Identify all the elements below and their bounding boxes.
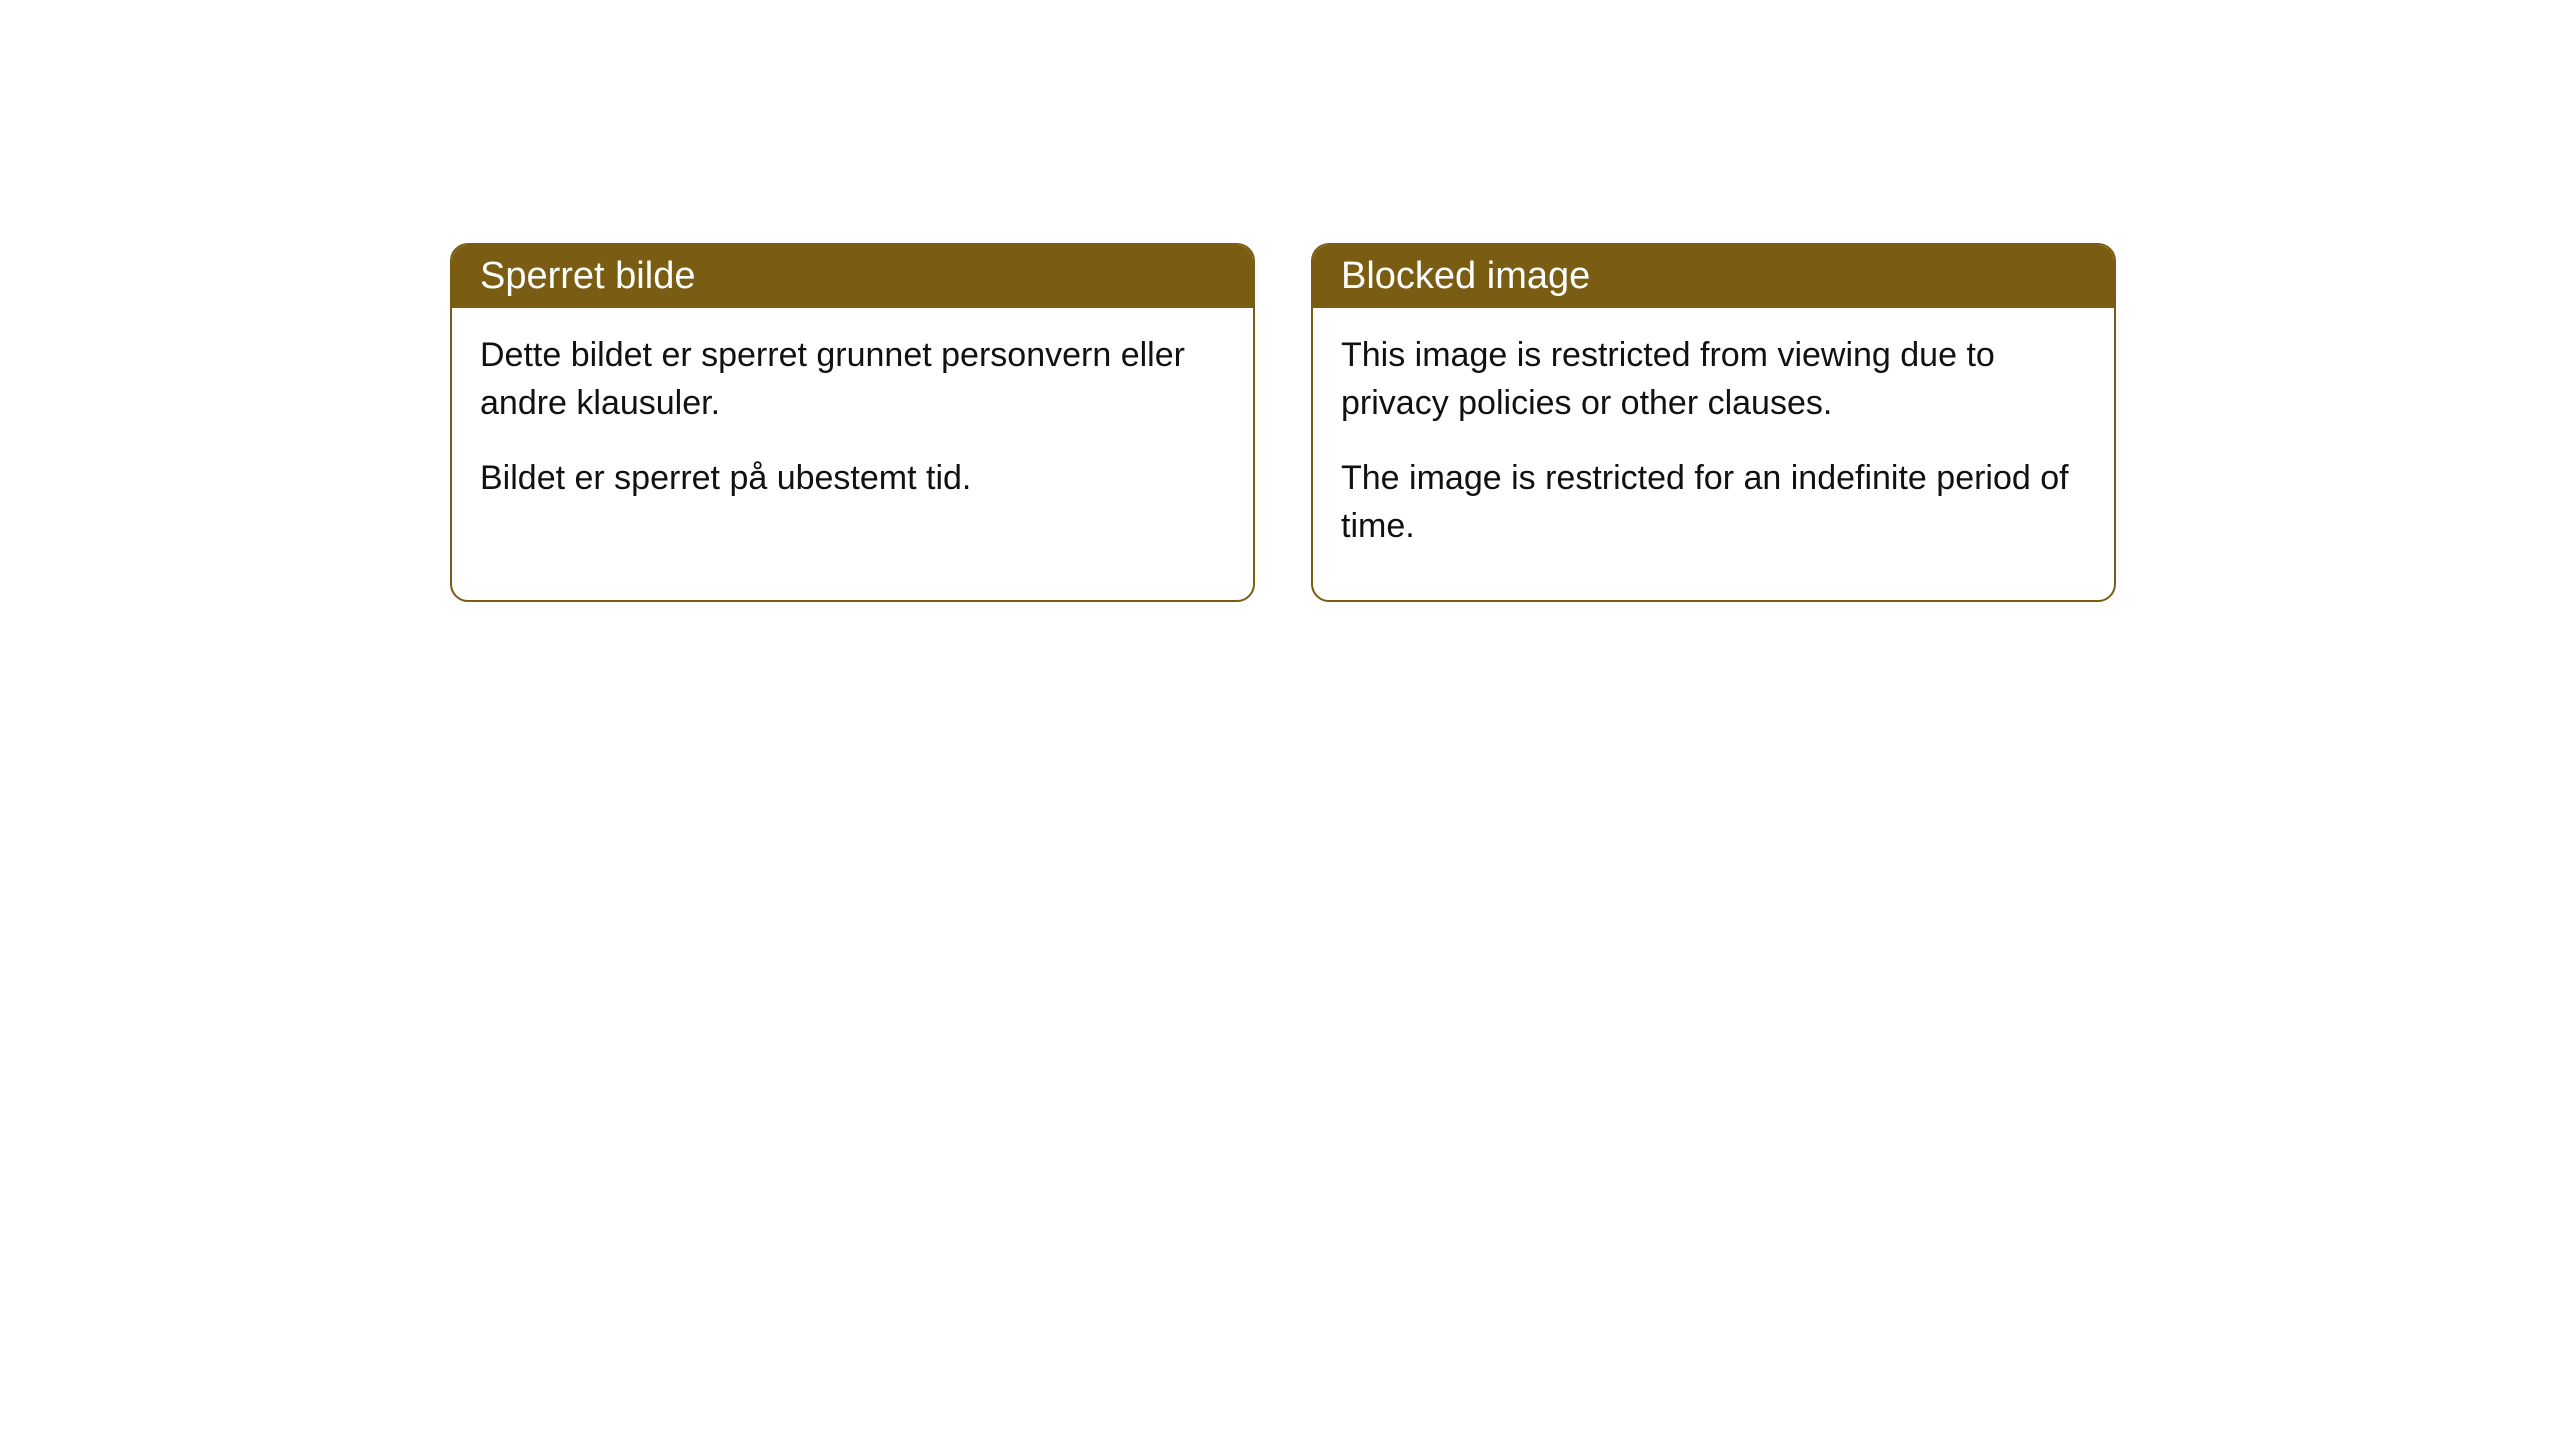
card-paragraph-english-1: This image is restricted from viewing du… bbox=[1341, 332, 2086, 427]
card-paragraph-english-2: The image is restricted for an indefinit… bbox=[1341, 455, 2086, 550]
card-title-norwegian: Sperret bilde bbox=[480, 255, 695, 297]
card-body-norwegian: Dette bildet er sperret grunnet personve… bbox=[452, 308, 1253, 553]
blocked-image-card-english: Blocked image This image is restricted f… bbox=[1311, 243, 2116, 602]
blocked-image-cards: Sperret bilde Dette bildet er sperret gr… bbox=[450, 243, 2116, 602]
card-paragraph-norwegian-1: Dette bildet er sperret grunnet personve… bbox=[480, 332, 1225, 427]
card-body-english: This image is restricted from viewing du… bbox=[1313, 308, 2114, 600]
card-title-english: Blocked image bbox=[1341, 255, 1590, 297]
card-header-norwegian: Sperret bilde bbox=[452, 245, 1253, 308]
card-paragraph-norwegian-2: Bildet er sperret på ubestemt tid. bbox=[480, 455, 1225, 503]
blocked-image-card-norwegian: Sperret bilde Dette bildet er sperret gr… bbox=[450, 243, 1255, 602]
card-header-english: Blocked image bbox=[1313, 245, 2114, 308]
